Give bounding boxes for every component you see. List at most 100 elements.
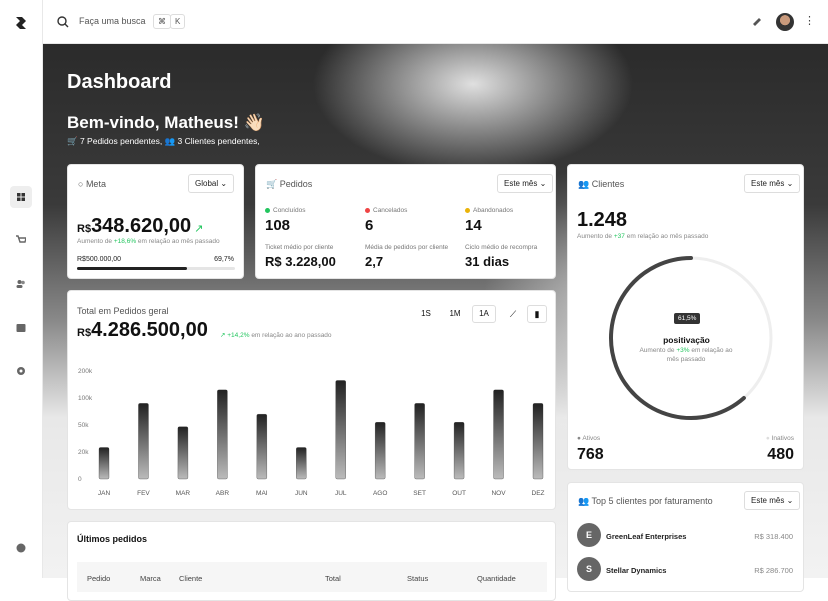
revenue-card: Total em Pedidos geral R$4.286.500,00 ↗ …: [67, 290, 556, 510]
element: ●: [765, 435, 770, 442]
amount: 348.620,00: [91, 215, 192, 237]
client-value: R$ 286.700: [754, 566, 793, 575]
search-input[interactable]: Faça uma busca: [79, 16, 146, 26]
element: +3%: [676, 347, 690, 354]
stat-dot: [265, 208, 270, 213]
bar: [177, 426, 189, 480]
filter-select[interactable]: Este mês ⌄: [497, 174, 554, 193]
menu[interactable]: ⋮: [804, 15, 815, 27]
bar: [256, 414, 267, 480]
x-tick-label: JUL: [335, 490, 347, 497]
bar: [375, 422, 386, 480]
bar: [493, 389, 504, 480]
stat-value: 6: [365, 217, 374, 234]
metric-label: Ticket médio por cliente: [265, 244, 334, 251]
meta-progress-label: 69,7%: [214, 256, 234, 263]
element: [16, 285, 23, 288]
filter-select[interactable]: Este mês ⌄: [744, 174, 801, 193]
x-tick-label: ABR: [216, 490, 230, 497]
stat-dot: [465, 208, 470, 213]
ring-chart: [609, 256, 773, 420]
bar: [335, 380, 346, 480]
element: em relação ao mês passado: [137, 238, 220, 245]
x-tick-label: FEV: [137, 490, 150, 497]
nav-clients[interactable]: [16, 279, 26, 289]
column-header: Marca: [140, 574, 161, 583]
inactive-value: 480: [767, 446, 794, 463]
meta-change: Aumento de +18,6% em relação ao mês pass…: [77, 238, 220, 245]
element: Inativos: [771, 435, 794, 442]
client-name: GreenLeaf Enterprises: [606, 532, 687, 541]
pending-summary: 🛒 7 Pedidos pendentes, 👥 3 Clientes pend…: [67, 136, 260, 146]
filter-label: Global: [195, 179, 219, 188]
element: +14,2%: [227, 332, 250, 339]
ring-arc: [609, 256, 746, 420]
client-value: R$ 318.400: [754, 532, 793, 541]
avatar[interactable]: [776, 13, 794, 31]
bar: [138, 403, 149, 480]
page-title: Dashboard: [67, 71, 172, 93]
element: em relação ao mês passado: [666, 347, 733, 363]
period-button[interactable]: 1M: [449, 309, 461, 318]
element: Este mês: [504, 179, 538, 188]
bar-view[interactable]: ▮: [527, 305, 547, 323]
element: Aumento de: [77, 238, 113, 245]
meta-card: ○ Meta Global ⌄ R$348.620,00 ↗ Aumento d…: [67, 164, 244, 279]
element: [16, 543, 26, 553]
nav-orders[interactable]: [16, 235, 26, 245]
active-value: 768: [577, 446, 604, 463]
filter-select[interactable]: Global ⌄: [188, 174, 235, 193]
meta-target: R$500.000,00: [77, 256, 121, 263]
nav-products[interactable]: [16, 323, 26, 333]
element: Ativos: [582, 435, 601, 442]
client-name: Stellar Dynamics: [606, 566, 667, 575]
logo[interactable]: [13, 15, 29, 31]
line-view[interactable]: ⟋: [509, 309, 517, 319]
element: [64, 23, 69, 28]
column-header: Pedido: [87, 574, 111, 583]
element: [17, 197, 21, 201]
search-icon: [57, 16, 69, 28]
x-tick-label: JUN: [295, 490, 308, 497]
y-tick-label: 50k: [78, 422, 89, 429]
element: Pedido Marca Cliente Total Status Quantidade: [77, 562, 547, 592]
element: [21, 280, 25, 285]
active-label: ● Ativos: [577, 435, 601, 442]
element: Clientes: [591, 179, 625, 189]
y-tick-label: 200k: [78, 368, 93, 375]
element: Este mês: [751, 496, 785, 505]
clients-card: 👥 Clientes Este mês ⌄ 1.248 Aumento de +…: [567, 164, 804, 470]
y-tick-label: 0: [78, 476, 82, 483]
period-button[interactable]: 1A: [472, 305, 496, 323]
topbar: Faça uma busca ⌘ K ⋮: [43, 0, 828, 44]
x-tick-label: SET: [413, 490, 426, 497]
page: Faça uma busca ⌘ K ⋮ Dashboard Bem-vindo…: [10, 0, 828, 601]
x-tick-label: MAR: [176, 490, 191, 497]
meta-amount: R$348.620,00 ↗: [77, 215, 203, 238]
element: Aumento de: [577, 233, 613, 240]
bar: [217, 389, 228, 480]
card-title-text: Meta: [85, 179, 106, 189]
element: [17, 193, 21, 197]
nav-dashboard[interactable]: [10, 186, 32, 208]
filter-select[interactable]: Este mês ⌄: [744, 491, 801, 510]
metric-label: Ciclo médio de recompra: [465, 244, 538, 251]
element: [21, 197, 25, 201]
x-tick-label: AGO: [373, 490, 387, 497]
notifications[interactable]: [751, 16, 762, 27]
element: R$: [77, 327, 92, 339]
element: Top 5 clientes por faturamento: [591, 496, 713, 506]
nav-help[interactable]: [16, 543, 26, 553]
column-header: Quantidade: [477, 574, 516, 583]
x-tick-label: DEZ: [532, 490, 545, 497]
nav-settings[interactable]: [16, 366, 26, 376]
element: Este mês: [751, 179, 785, 188]
element: [16, 235, 26, 243]
element: [19, 369, 23, 373]
card-title: 👥 Clientes: [578, 179, 625, 189]
element: 4.286.500,00: [91, 319, 208, 341]
y-tick-label: 100k: [78, 395, 93, 402]
period-button[interactable]: 1S: [421, 309, 431, 318]
metric-label: Média de pedidos por cliente: [365, 244, 449, 251]
card-title: 🛒 Pedidos: [266, 179, 313, 189]
